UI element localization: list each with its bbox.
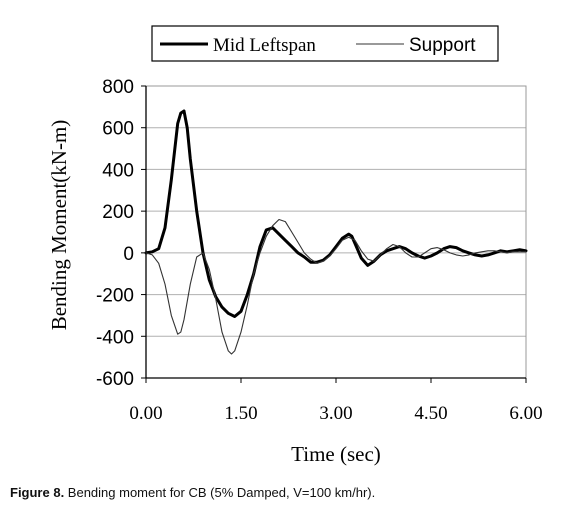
y-axis-ticks: -600 -400 -200 0 200 400 600 800 [96,77,146,390]
y-tick-label: 800 [102,77,134,98]
figure-caption: Figure 8. Bending moment for CB (5% Damp… [10,485,375,500]
y-tick-label: -200 [96,286,134,307]
y-tick-label: 200 [102,202,134,223]
y-tick-label: 600 [102,119,134,140]
y-tick-label: -600 [96,369,134,390]
figure-caption-label: Figure 8. [10,485,65,500]
series-line-mid-leftspan [144,109,528,318]
y-axis-title: Bending Moment(kN-m) [47,120,71,331]
y-tick-label: 0 [123,244,134,265]
figure-caption-text: Bending moment for CB (5% Damped, V=100 … [64,485,376,500]
y-tick-label: -400 [96,327,134,348]
plot-area-border [145,85,527,379]
x-tick-label: 0.00 [129,403,162,424]
series-layer [144,109,528,355]
x-axis-title: Time (sec) [291,442,381,466]
legend-label-mid-leftspan: Mid Leftspan [213,35,316,56]
grid [146,127,526,337]
x-tick-label: 3.00 [319,403,352,424]
y-tick-label: 400 [102,160,134,181]
series-line-support [145,218,527,355]
x-axis-ticks: 0.00 1.50 3.00 4.50 6.00 [129,378,543,424]
legend: Mid Leftspan Support [151,25,499,62]
x-tick-label: 1.50 [224,403,257,424]
legend-box [151,25,499,62]
x-tick-label: 4.50 [414,403,447,424]
legend-label-support: Support [409,35,476,56]
line-chart: Mid Leftspan Support -600 -400 -200 0 200 400… [47,25,543,466]
x-tick-label: 6.00 [509,403,542,424]
